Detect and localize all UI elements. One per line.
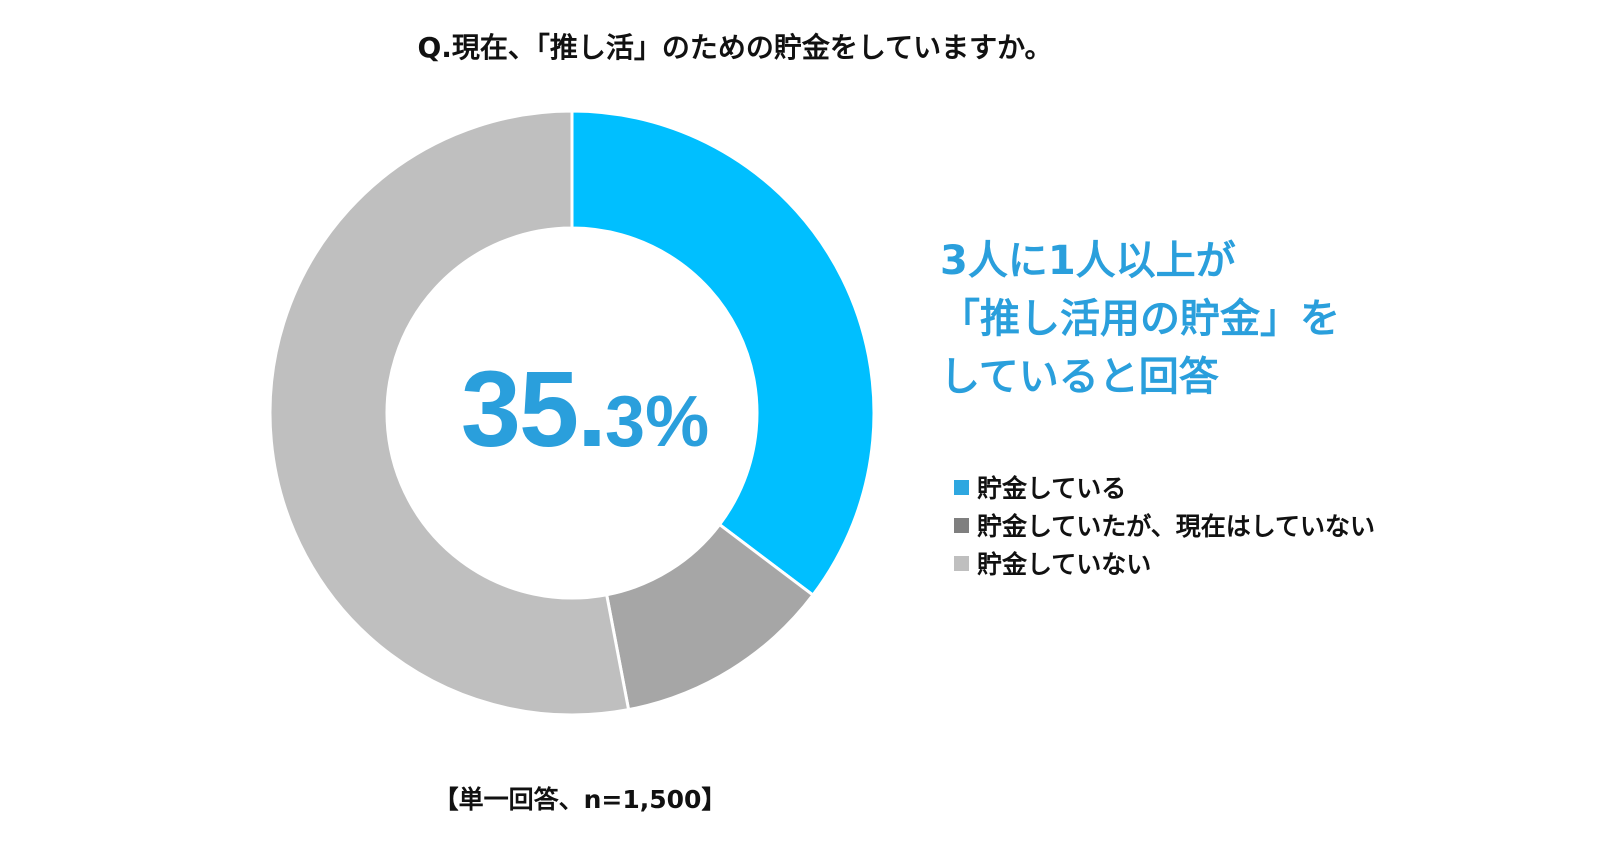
center-value: 35.3% (400, 355, 770, 463)
legend-swatch (954, 479, 969, 495)
headline-line-3: していると回答 (940, 354, 1219, 400)
headline-line-1: 3人に1人以上が (940, 238, 1236, 284)
headline-line-2: 「推し活用の貯金」を (940, 296, 1340, 342)
legend-swatch (954, 555, 969, 571)
donut-slice (268, 109, 631, 717)
legend-label: 貯金していたが、現在はしていない (977, 512, 1376, 541)
legend-item: 貯金していない (954, 544, 1375, 582)
donut-slice (570, 109, 876, 598)
legend-item: 貯金している (954, 468, 1375, 506)
headline: 3人に1人以上が 「推し活用の貯金」を していると回答 (940, 232, 1580, 406)
legend-label: 貯金している (977, 474, 1127, 503)
center-value-fraction: 3% (605, 382, 710, 462)
center-value-integer: 35. (460, 348, 607, 469)
legend: 貯金している 貯金していたが、現在はしていない 貯金していない (954, 468, 1375, 582)
sample-note: 【単一回答、n=1,500】 (433, 785, 727, 814)
legend-label: 貯金していない (977, 550, 1152, 579)
legend-item: 貯金していたが、現在はしていない (954, 506, 1375, 544)
legend-swatch (954, 517, 969, 533)
chart-title: Q.現在、「推し活」のための貯金をしていますか。 (417, 31, 1053, 64)
